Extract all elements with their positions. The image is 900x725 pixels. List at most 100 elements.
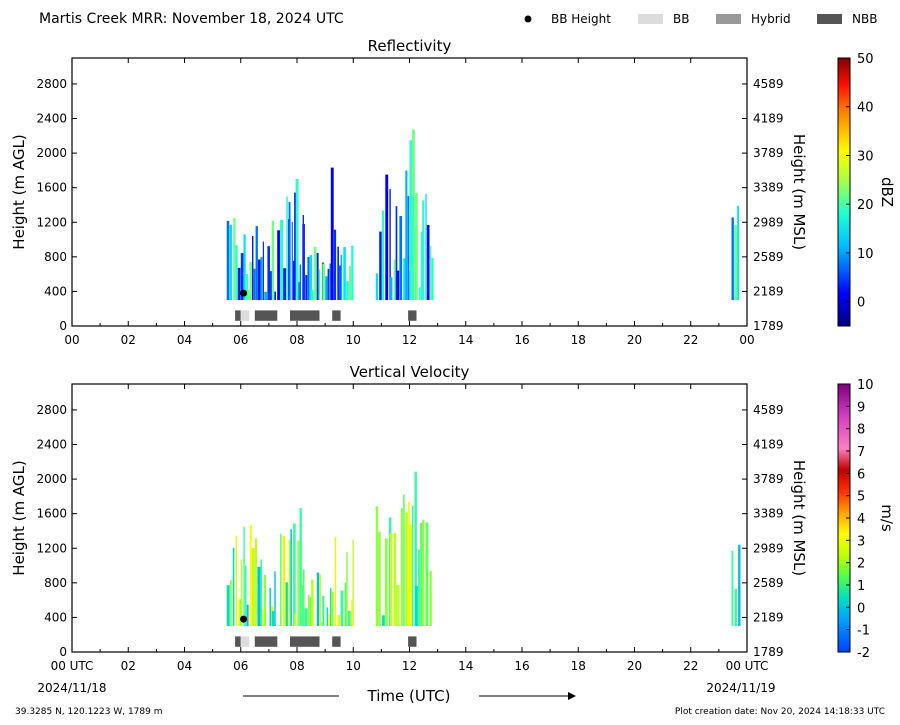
x-tick-label: 14 <box>458 659 473 673</box>
legend-label-bb-height: BB Height <box>551 12 611 26</box>
time-arrow-head <box>568 692 576 700</box>
y2-tick-label: 2989 <box>753 215 784 229</box>
velocity-echo-column <box>405 501 410 627</box>
reflectivity-echo-column <box>422 193 434 301</box>
y2-tick-label: 4189 <box>753 112 784 126</box>
y2-axis-label: Height (m MSL) <box>790 460 808 576</box>
x-tick-label: 18 <box>571 333 586 347</box>
colorbar-tick-label: -1 <box>857 624 870 639</box>
colorbar-tick-label: 20 <box>857 198 874 213</box>
colorbar-label: dBZ <box>878 177 896 207</box>
colorbar-tick-label: 9 <box>857 400 865 415</box>
colorbar-tick-label: 3 <box>857 534 865 549</box>
x-tick-label: 20 <box>627 659 642 673</box>
y2-tick-label: 3789 <box>753 146 784 160</box>
x-tick-label: 14 <box>458 333 473 347</box>
creation-date-label: Plot creation date: Nov 20, 2024 14:18:3… <box>675 707 885 717</box>
reflectivity-echo-core <box>410 196 414 300</box>
bb-segment-nbb <box>254 636 278 647</box>
reflectivity-echo-column <box>330 167 342 301</box>
bb-height-point <box>240 289 248 297</box>
bb-segment-nbb <box>254 310 278 321</box>
velocity-echo-column <box>422 519 432 626</box>
colorbar-tick-label: 5 <box>857 490 865 505</box>
reflectivity-echo-column <box>346 245 354 301</box>
reflectivity-echo-column <box>260 241 273 301</box>
velocity-echo-column <box>280 533 288 627</box>
velocity-echo-column <box>240 525 252 627</box>
x-tick-label: 02 <box>121 659 136 673</box>
colorbar-tick-label: 0 <box>857 296 865 311</box>
y-tick-label: 400 <box>44 284 67 298</box>
y2-tick-label: 3789 <box>753 472 784 486</box>
colorbar-tick-label: 2 <box>857 557 865 572</box>
y-tick-label: 1600 <box>36 507 67 521</box>
colorbar-tick-label: 8 <box>857 423 865 438</box>
y-tick-label: 2000 <box>36 472 67 486</box>
velocity-echo-column <box>271 571 281 627</box>
colorbar-tick-label: 10 <box>857 378 874 393</box>
y-axis-label: Height (m AGL) <box>10 134 28 249</box>
location-label: 39.3285 N, 120.1223 W, 1789 m <box>15 707 163 717</box>
bb-segment-nbb <box>290 310 320 321</box>
velocity-echo-column <box>340 582 348 627</box>
reflectivity-echo-column <box>311 246 325 301</box>
x-tick-label: 06 <box>233 333 248 347</box>
reflectivity-echo-column <box>731 205 740 301</box>
velocity-echo-column <box>731 544 741 627</box>
y2-tick-label: 2189 <box>753 284 784 298</box>
colorbar-tick-label: 1 <box>857 579 865 594</box>
reflectivity-echo-column <box>389 206 398 301</box>
x-tick-label: 16 <box>514 659 529 673</box>
x-tick-label: 20 <box>627 333 642 347</box>
x-tick-label: 22 <box>683 659 698 673</box>
y-tick-label: 400 <box>44 610 67 624</box>
y-tick-label: 1200 <box>36 541 67 555</box>
x-tick-label: 12 <box>402 333 417 347</box>
bb-segment-nbb <box>408 310 417 321</box>
start-date-label: 2024/11/18 <box>37 681 106 695</box>
y-axis-label: Height (m AGL) <box>10 460 28 575</box>
y-tick-label: 2400 <box>36 112 67 126</box>
velocity-echo-column <box>415 522 423 627</box>
y-tick-label: 800 <box>44 576 67 590</box>
reflectivity-echo-column <box>252 226 261 301</box>
y2-tick-label: 2589 <box>753 250 784 264</box>
bb-segment-nbb <box>235 310 241 321</box>
colorbar-label: m/s <box>878 504 896 532</box>
bb-segment-nbb <box>290 636 320 647</box>
x-axis-label: Time (UTC) <box>367 687 451 705</box>
velocity-echo-column <box>302 569 313 627</box>
y-tick-label: 1200 <box>36 215 67 229</box>
legend-marker-bb-height <box>524 15 532 23</box>
y-tick-label: 1600 <box>36 181 67 195</box>
y2-tick-label: 1789 <box>753 645 784 659</box>
legend-label-hybrid: Hybrid <box>751 12 791 26</box>
x-tick-label: 08 <box>289 659 304 673</box>
colorbar-tick-label: 30 <box>857 149 874 164</box>
x-tick-label: 04 <box>177 333 192 347</box>
y-tick-label: 0 <box>59 645 67 659</box>
x-tick-label: 00 UTC <box>726 659 769 673</box>
y-tick-label: 0 <box>59 319 67 333</box>
colorbar-tick-label: 0 <box>857 601 865 616</box>
colorbar-tick-label: 40 <box>857 101 874 116</box>
y2-tick-label: 2189 <box>753 610 784 624</box>
y2-tick-label: 3389 <box>753 507 784 521</box>
x-tick-label: 02 <box>121 333 136 347</box>
bb-segment-nbb <box>408 636 417 647</box>
y2-axis-label: Height (m MSL) <box>790 134 808 250</box>
velocity-echo-column <box>409 471 417 627</box>
bb-segment-nbb <box>332 310 341 321</box>
colorbar-tick-label: 6 <box>857 467 865 482</box>
reflectivity-echo-column <box>240 234 252 301</box>
velocity-echo-column <box>346 539 354 627</box>
velocity-echo-column <box>322 587 332 627</box>
bb-segment-bb <box>240 310 250 321</box>
x-tick-label: 08 <box>289 333 304 347</box>
y-tick-label: 2800 <box>36 403 67 417</box>
panel-title: Reflectivity <box>368 37 452 55</box>
reflectivity-echo-column <box>288 202 295 301</box>
